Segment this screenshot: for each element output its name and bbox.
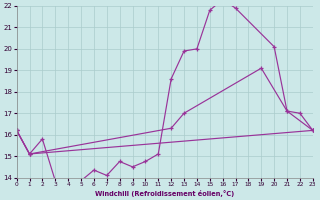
X-axis label: Windchill (Refroidissement éolien,°C): Windchill (Refroidissement éolien,°C) (95, 190, 234, 197)
